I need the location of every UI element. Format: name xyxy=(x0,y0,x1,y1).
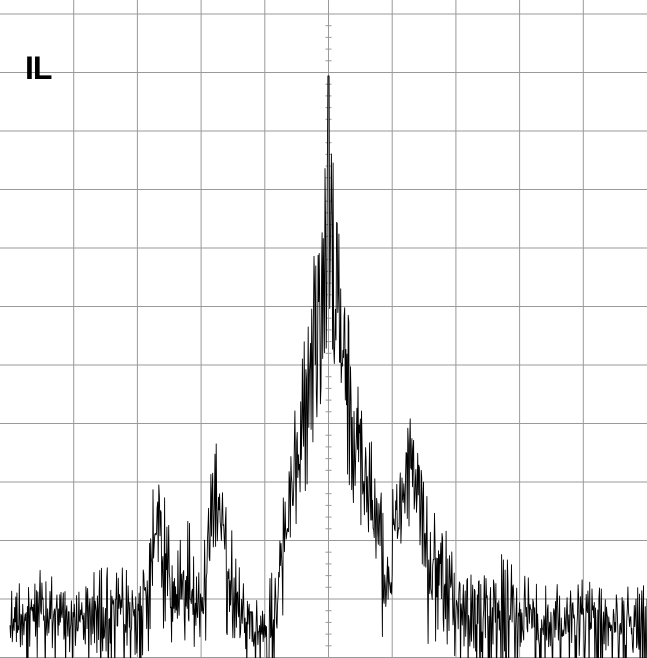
trace-group xyxy=(9,75,647,658)
spectrum-trace xyxy=(9,75,647,658)
trace-label: IL xyxy=(25,50,52,86)
